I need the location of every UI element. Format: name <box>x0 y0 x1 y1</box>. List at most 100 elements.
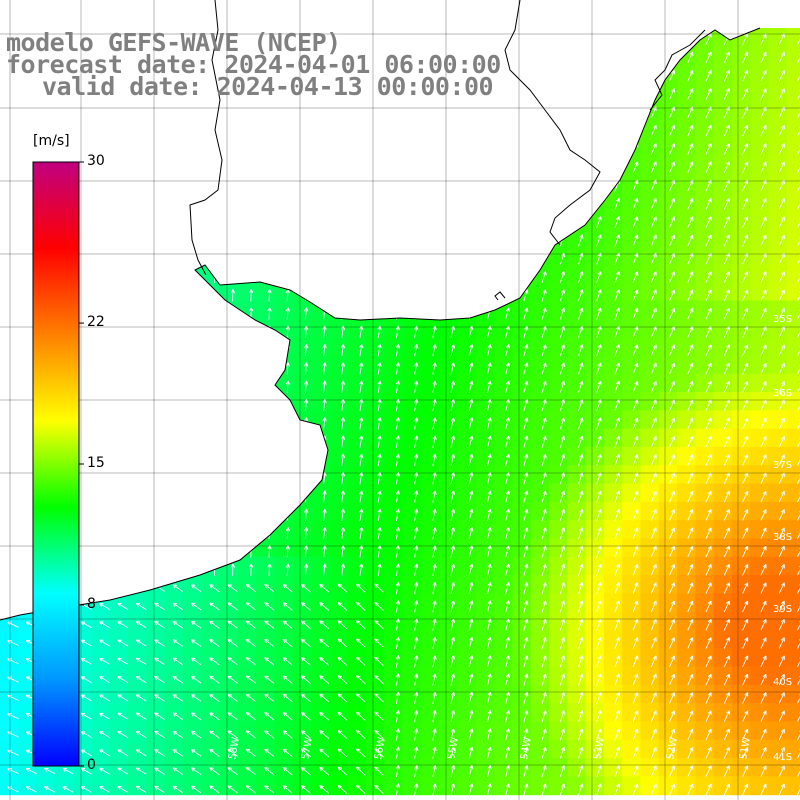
wind-cell <box>640 392 660 411</box>
wind-cell <box>677 62 696 82</box>
wind-arrow <box>487 582 492 595</box>
wind-arrow <box>505 618 511 631</box>
wind-arrow <box>523 289 529 302</box>
wind-cell <box>695 611 715 631</box>
wind-arrow <box>578 508 584 521</box>
wind-cell <box>0 684 19 704</box>
wind-arrow <box>190 584 202 592</box>
wind-cell <box>603 209 623 228</box>
wind-arrow <box>468 527 474 540</box>
wind-cell <box>695 666 715 686</box>
wind-cell <box>0 721 19 741</box>
wind-cell <box>402 684 422 704</box>
wind-arrow <box>117 730 129 739</box>
wind-cell <box>402 758 422 777</box>
wind-arrow <box>523 545 529 558</box>
wind-arrow <box>705 88 712 100</box>
wind-arrow <box>578 563 584 576</box>
wind-arrow <box>723 271 730 283</box>
wind-arrow <box>80 657 92 665</box>
wind-arrow <box>377 380 382 393</box>
wind-arrow <box>304 527 309 540</box>
wind-arrow <box>414 362 419 375</box>
wind-cell <box>640 758 660 777</box>
wind-cell <box>786 154 800 173</box>
wind-cell <box>420 611 440 631</box>
wind-arrow <box>578 728 584 741</box>
wind-arrow <box>468 691 474 704</box>
wind-cell <box>786 520 800 539</box>
wind-arrow <box>723 490 730 503</box>
wind-cell <box>713 172 733 192</box>
wind-arrow <box>541 582 547 595</box>
wind-arrow <box>285 325 291 338</box>
wind-cell <box>622 703 642 722</box>
wind-arrow <box>395 581 401 595</box>
wind-cell <box>274 538 294 558</box>
wind-arrow <box>687 271 694 283</box>
wind-arrow <box>99 731 111 738</box>
wind-arrow <box>723 509 730 521</box>
wind-arrow <box>450 490 456 503</box>
wind-cell <box>420 758 440 777</box>
wind-cell <box>640 172 660 192</box>
wind-arrow <box>797 271 800 283</box>
forecast-date: forecast date: 2024-04-01 06:00:00 <box>6 50 501 79</box>
wind-cell <box>768 80 788 100</box>
wind-arrow <box>705 564 712 576</box>
wind-cell <box>475 721 495 741</box>
wind-cell <box>768 483 788 503</box>
colorbar-unit: [m/s] <box>33 133 70 149</box>
wind-arrow <box>797 454 800 466</box>
wind-arrow <box>414 783 419 796</box>
wind-cell <box>475 465 495 485</box>
wind-cell <box>475 355 495 375</box>
wind-cell <box>475 776 495 796</box>
wind-cell <box>530 282 550 302</box>
wind-arrow <box>778 216 785 228</box>
wind-arrow <box>797 234 800 247</box>
wind-arrow <box>742 344 749 356</box>
wind-arrow <box>742 143 749 155</box>
wind-arrow <box>359 344 364 357</box>
wind-arrow <box>282 785 293 794</box>
wind-arrow <box>778 88 785 100</box>
wind-cell <box>549 739 568 759</box>
wind-cell <box>567 648 587 668</box>
wind-arrow <box>414 527 419 540</box>
wind-cell <box>750 62 770 82</box>
wind-cell <box>54 776 74 796</box>
wind-cell <box>750 44 770 64</box>
wind-arrow <box>669 344 675 356</box>
wind-cell <box>457 538 477 558</box>
wind-cell <box>420 739 440 759</box>
wind-arrow <box>227 767 238 776</box>
wind-arrow <box>687 216 694 228</box>
wind-cell <box>750 392 770 411</box>
wind-arrow <box>650 618 657 631</box>
wind-arrow <box>541 691 547 704</box>
wind-cell <box>292 520 312 539</box>
wind-cell <box>603 556 623 576</box>
wind-arrow <box>340 380 346 393</box>
wind-arrow <box>245 730 257 739</box>
wind-cell <box>0 758 19 777</box>
wind-cell <box>402 575 422 594</box>
wind-arrow <box>723 545 730 558</box>
wind-arrow <box>319 583 330 593</box>
wind-arrow <box>135 621 147 629</box>
latitude-label: 37S <box>773 460 792 471</box>
wind-arrow <box>742 124 749 137</box>
wind-cell <box>658 80 678 100</box>
wind-arrow <box>523 710 529 723</box>
wind-cell <box>786 721 800 741</box>
wind-arrow <box>705 307 712 320</box>
wind-arrow <box>209 712 220 721</box>
wind-cell <box>91 629 111 649</box>
wind-arrow <box>669 454 675 466</box>
wind-arrow <box>559 636 565 649</box>
wind-arrow <box>282 638 293 648</box>
wind-arrow <box>596 545 602 558</box>
wind-arrow <box>559 453 565 466</box>
wind-arrow <box>319 675 330 684</box>
